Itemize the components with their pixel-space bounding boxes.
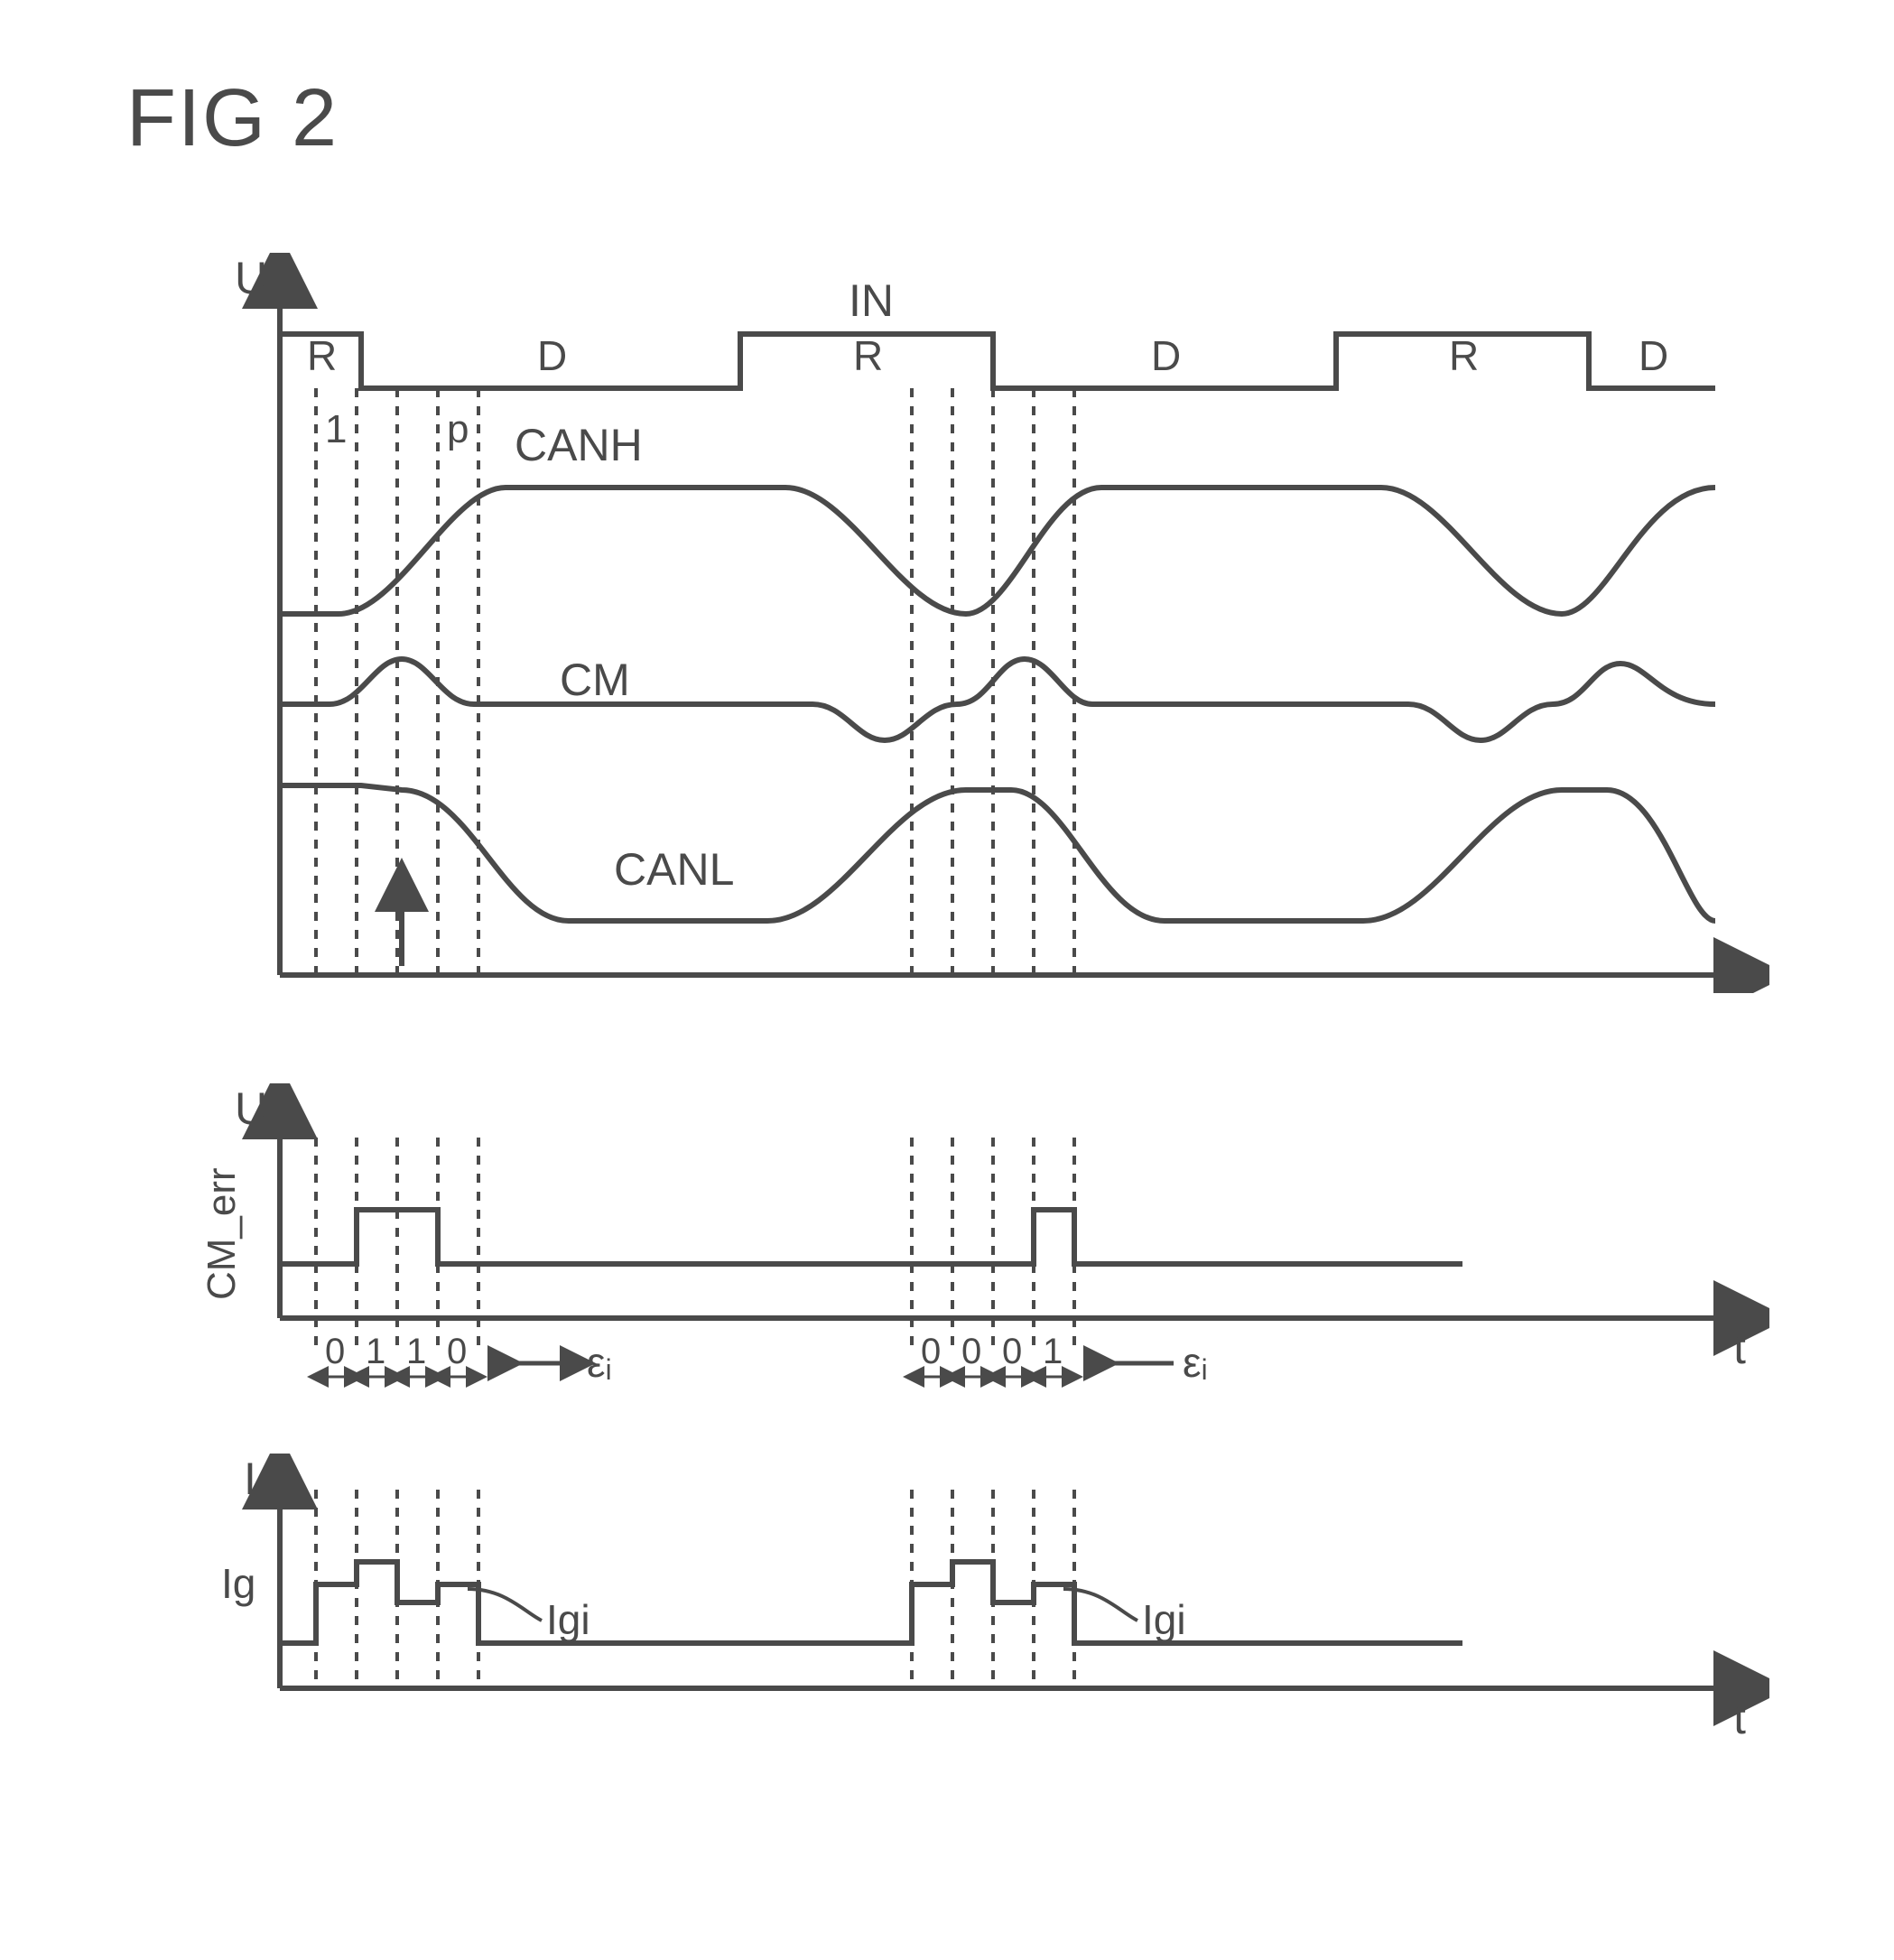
label-Igi-B: Igi: [1142, 1596, 1186, 1643]
panel3-xlabel: t: [1733, 1693, 1746, 1743]
svg-text:1: 1: [366, 1332, 385, 1371]
label-IN: IN: [849, 275, 894, 326]
epsilon-A: εᵢ: [587, 1339, 612, 1386]
dashes-A: [316, 388, 478, 975]
seg-R2: R: [853, 332, 883, 379]
panel-1: U t IN R D R D R D CANH CM CANL: [181, 253, 1769, 993]
epsilon-B: εᵢ: [1183, 1339, 1208, 1386]
trace-CM: CM: [280, 655, 1715, 740]
page: FIG 2 U t IN R D R D R D: [0, 0, 1894, 1960]
svg-text:0: 0: [921, 1332, 941, 1371]
svg-text:1: 1: [1043, 1332, 1063, 1371]
panel3-ytick: Ig: [221, 1560, 255, 1607]
panel2-xlabel: t: [1733, 1323, 1746, 1373]
trace-IN: IN R D R D R D: [280, 275, 1715, 388]
seg-D1: D: [537, 332, 567, 379]
figure-title: FIG 2: [126, 72, 339, 165]
dashes-A2: [316, 1138, 478, 1354]
svg-text:0: 0: [325, 1332, 345, 1371]
seg-D3: D: [1639, 332, 1668, 379]
phase-1: 1: [325, 407, 347, 451]
dashes-A3: [316, 1490, 478, 1688]
svg-text:0: 0: [447, 1332, 467, 1371]
label-CANH: CANH: [515, 420, 643, 470]
panel1-xlabel: t: [1733, 980, 1746, 993]
seg-D2: D: [1151, 332, 1181, 379]
label-Igi-A: Igi: [546, 1596, 590, 1643]
phase-p: p: [447, 407, 469, 451]
panel3-ylabel: I: [244, 1454, 256, 1504]
trace-CMerr: [280, 1210, 1462, 1264]
panel2-leftlabel: CM_err: [200, 1167, 244, 1300]
label-CM: CM: [560, 655, 630, 705]
label-CANL: CANL: [614, 844, 734, 895]
dashes-B3: [912, 1490, 1074, 1688]
panel-3: I t Ig Igi Igi: [181, 1454, 1769, 1779]
svg-text:1: 1: [406, 1332, 426, 1371]
panel1-ylabel: U: [235, 253, 267, 303]
dashes-B: [912, 388, 1074, 975]
panel-2: U t CM_err 0 1 1 0: [181, 1083, 1769, 1408]
dashes-B2: [912, 1138, 1074, 1354]
trace-CANH: CANH: [280, 420, 1715, 614]
panel2-ylabel: U: [235, 1083, 267, 1134]
trace-Ig: [280, 1562, 1462, 1643]
svg-text:0: 0: [1002, 1332, 1022, 1371]
trace-CANL: CANL: [280, 785, 1715, 921]
seg-R3: R: [1449, 332, 1479, 379]
svg-text:0: 0: [961, 1332, 981, 1371]
seg-R1: R: [307, 332, 337, 379]
